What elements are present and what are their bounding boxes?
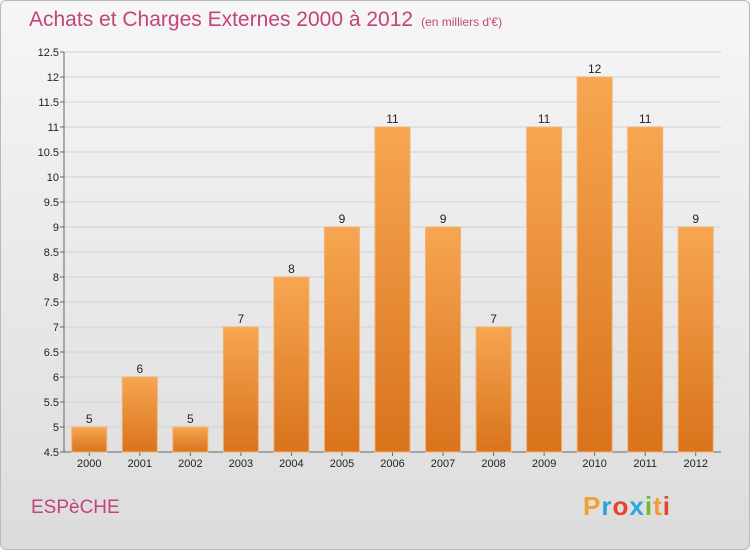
bar: [576, 76, 613, 453]
y-tick-label: 9.5: [44, 197, 59, 209]
logo-letter: r: [601, 491, 613, 521]
x-tick-labels: 2000 2001 2002 2003 2004 2005 2006 2007 2008 2009…: [77, 458, 708, 470]
value-labels: 5 6 5 7 8 9 11 9 7 11 12 11 9: [86, 62, 699, 426]
value-label: 6: [136, 362, 143, 376]
y-tick-label: 4.5: [44, 447, 59, 459]
logo-letter: t: [653, 491, 663, 521]
bar: [273, 276, 310, 453]
bar: [121, 376, 158, 453]
value-label: 11: [538, 112, 551, 126]
y-tick-label: 5: [53, 422, 59, 434]
value-label: 9: [440, 212, 447, 226]
x-tick-label: 2012: [683, 458, 707, 470]
value-label: 7: [238, 312, 245, 326]
bar: [475, 326, 512, 453]
value-label: 7: [490, 312, 497, 326]
x-tick-label: 2011: [633, 458, 657, 470]
y-tick-label: 11.5: [38, 97, 59, 109]
y-tick-label: 6: [53, 372, 59, 384]
value-label: 12: [588, 62, 602, 76]
x-tick-label: 2006: [380, 458, 404, 470]
y-tick-label: 11: [48, 122, 59, 134]
y-tick-label: 8: [53, 272, 59, 284]
value-label: 9: [339, 212, 346, 226]
y-tick-label: 8.5: [44, 247, 59, 259]
y-tick-label: 10.5: [38, 147, 59, 159]
y-tick-labels: 4.5 5 5.5 6 6.5 7 7.5 8 8.5 9 9.5 10 10.5 11 11.5 12 12.…: [38, 47, 59, 459]
bar: [323, 226, 360, 453]
x-tick-label: 2009: [532, 458, 556, 470]
y-tick-label: 10: [47, 172, 59, 184]
value-label: 5: [187, 412, 194, 426]
x-tick-label: 2004: [279, 458, 303, 470]
x-tick-label: 2008: [481, 458, 505, 470]
bar: [526, 126, 563, 453]
value-label: 5: [86, 412, 93, 426]
bar: [172, 426, 209, 453]
y-tick-label: 12: [47, 72, 59, 84]
x-tick-label: 2003: [229, 458, 253, 470]
commune-name: ESPèCHE: [31, 497, 120, 518]
x-tick-label: 2005: [330, 458, 354, 470]
bars: [71, 76, 714, 453]
y-tick-label: 12.5: [38, 47, 59, 59]
y-tick-label: 9: [53, 222, 59, 234]
x-tick-label: 2007: [431, 458, 455, 470]
chart-subtitle: (en milliers d'€): [421, 15, 503, 29]
logo-letter: x: [629, 491, 645, 521]
logo-letter: i: [644, 491, 654, 521]
bar: [677, 226, 714, 453]
logo-letter: i: [662, 491, 671, 521]
value-label: 11: [639, 112, 652, 126]
x-tick-label: 2001: [128, 458, 152, 470]
bar: [374, 126, 411, 453]
y-tick-label: 5.5: [44, 397, 59, 409]
value-label: 8: [288, 262, 295, 276]
logo-letter: o: [612, 491, 630, 521]
bar: [222, 326, 259, 453]
bar: [71, 426, 108, 453]
value-label: 9: [692, 212, 699, 226]
x-tick-label: 2000: [77, 458, 101, 470]
bar: [627, 126, 664, 453]
chart-title: Achats et Charges Externes 2000 à 2012 (e…: [29, 8, 502, 32]
title-text: Achats et Charges Externes 2000 à 2012: [29, 8, 414, 31]
value-label: 11: [386, 112, 399, 126]
logo-letter: P: [583, 491, 602, 521]
y-tick-label: 7.5: [44, 297, 59, 309]
x-tick-label: 2010: [582, 458, 606, 470]
proxiti-logo: Proxiti: [583, 491, 671, 522]
bar: [425, 226, 462, 453]
y-tick-label: 6.5: [44, 347, 59, 359]
x-tick-label: 2002: [178, 458, 202, 470]
y-tick-label: 7: [53, 322, 59, 334]
